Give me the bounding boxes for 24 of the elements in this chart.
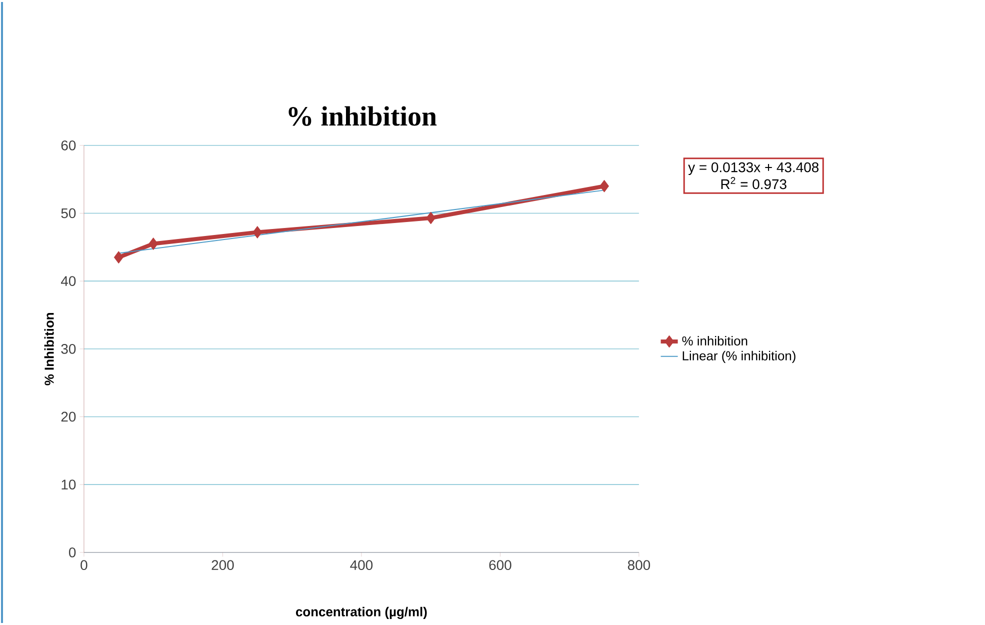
y-tick-label: 60: [61, 140, 76, 150]
x-tick-label: 400: [350, 560, 373, 570]
x-tick-label: 800: [628, 560, 650, 570]
x-axis-title: concentration (µg/ml): [296, 606, 427, 620]
y-tick-label: 50: [61, 208, 76, 218]
y-tick-label: 0: [68, 547, 76, 558]
point: [148, 238, 158, 250]
x-tick-label: 200: [212, 560, 234, 570]
y-axis-title: % Inhibition: [44, 313, 54, 386]
point: [600, 180, 609, 192]
text: y = 0.0133x + 43.408: [688, 162, 819, 175]
chart-title: % inhibition: [288, 106, 437, 126]
x-tick-label: 0: [80, 560, 88, 570]
point: [114, 251, 124, 264]
y-tick-label: 20: [61, 412, 76, 422]
text: R$^{2}$ = 0.973: [721, 177, 786, 190]
x-tick-label: 600: [489, 560, 512, 570]
legend-label: Linear (% inhibition): [682, 350, 796, 363]
legend-label: % inhibition: [682, 336, 748, 346]
point: [426, 212, 436, 224]
y-tick-label: 30: [61, 344, 76, 354]
point: [252, 226, 262, 238]
y-tick-label: 10: [62, 480, 76, 490]
y-tick-label: 40: [60, 276, 76, 286]
